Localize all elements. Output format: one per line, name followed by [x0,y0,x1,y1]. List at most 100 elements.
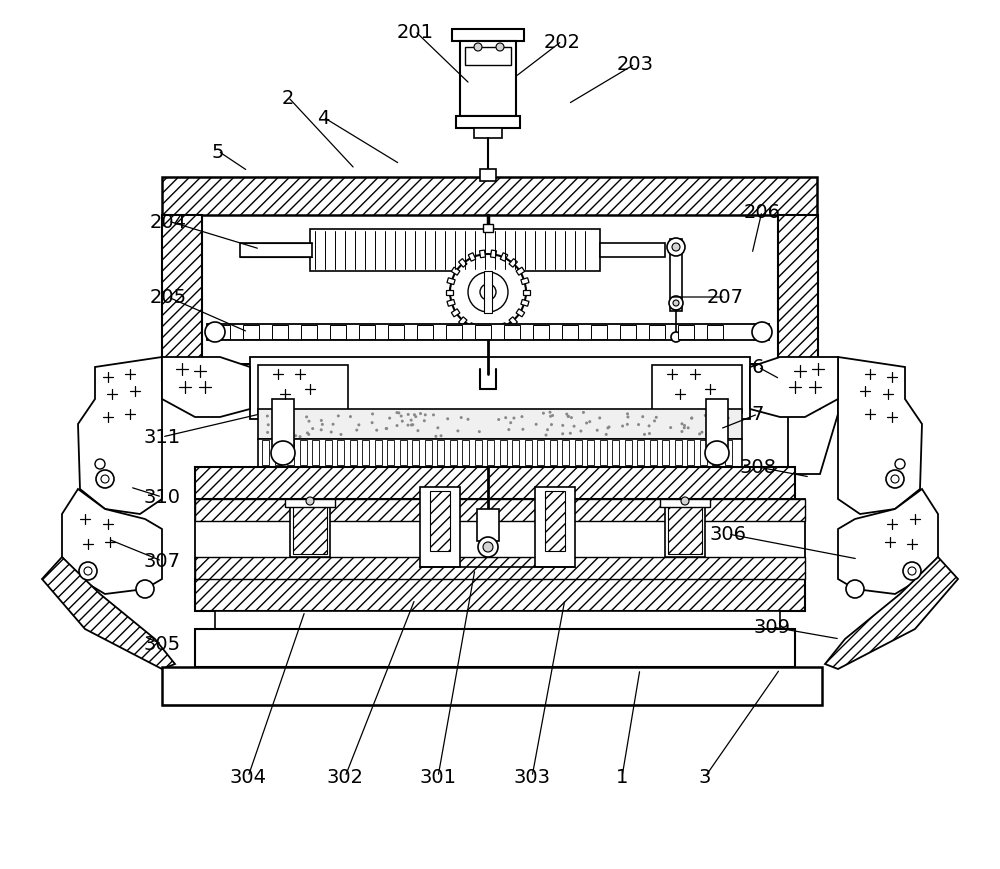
Bar [724,441,732,466]
Circle shape [96,470,114,488]
Circle shape [667,239,685,256]
Circle shape [683,424,686,428]
Circle shape [307,434,310,436]
Bar [706,400,728,448]
Bar [700,441,706,466]
Text: 202: 202 [544,32,580,51]
Circle shape [432,414,435,417]
Bar [388,326,404,340]
Circle shape [598,417,601,420]
Bar [600,441,606,466]
Bar [430,492,450,551]
Bar [480,169,496,182]
Polygon shape [451,268,460,275]
Circle shape [467,418,470,421]
Circle shape [423,420,426,422]
Bar [420,488,460,567]
Bar [162,216,202,381]
Text: 302: 302 [327,767,364,786]
Bar [446,326,462,340]
Text: 306: 306 [710,525,746,544]
Bar [375,441,382,466]
Bar [533,326,549,340]
Circle shape [306,497,314,506]
Circle shape [410,424,413,427]
Circle shape [101,475,109,483]
Circle shape [401,421,404,423]
Circle shape [395,412,398,415]
Text: 204: 204 [150,212,187,231]
Text: 205: 205 [149,289,187,307]
Circle shape [478,537,498,557]
Circle shape [672,243,680,252]
Bar [477,509,499,541]
Bar [400,441,407,466]
Circle shape [406,424,409,428]
Circle shape [671,333,681,342]
Polygon shape [468,254,476,262]
Polygon shape [491,327,496,335]
Polygon shape [42,557,175,669]
Circle shape [512,417,515,420]
Circle shape [507,428,510,432]
Circle shape [717,431,720,434]
Circle shape [504,416,507,420]
Polygon shape [480,251,485,258]
Bar [243,326,259,340]
Polygon shape [516,309,525,317]
Circle shape [371,413,374,416]
Circle shape [266,415,269,418]
Polygon shape [523,290,530,295]
Bar [535,488,575,567]
Circle shape [653,420,656,423]
Bar [456,116,520,129]
Text: 2: 2 [282,89,294,108]
Circle shape [79,562,97,580]
Circle shape [411,424,414,427]
Circle shape [637,423,640,427]
Bar [637,441,644,466]
Circle shape [291,433,294,435]
Circle shape [283,426,286,428]
Bar [687,441,694,466]
Polygon shape [500,254,508,262]
Bar [250,357,750,420]
Circle shape [275,414,278,417]
Polygon shape [459,317,467,326]
Circle shape [705,434,708,436]
Bar [437,441,444,466]
Circle shape [271,441,295,466]
Circle shape [305,416,308,419]
Circle shape [388,417,391,420]
Circle shape [596,429,599,432]
Polygon shape [750,357,838,417]
Bar [202,216,778,381]
Circle shape [570,416,573,420]
Text: 206: 206 [744,202,780,222]
Bar [359,326,375,340]
Circle shape [546,428,549,432]
Text: 207: 207 [706,289,744,307]
Bar [512,441,519,466]
Circle shape [903,562,921,580]
Circle shape [320,428,323,432]
Polygon shape [509,259,517,268]
Polygon shape [62,489,162,594]
Circle shape [496,44,504,52]
Bar [362,441,369,466]
Circle shape [436,427,439,430]
Bar [587,441,594,466]
Circle shape [474,44,482,52]
Bar [310,229,600,272]
Polygon shape [480,327,485,335]
Polygon shape [162,365,838,474]
Bar [537,441,544,466]
Bar [707,326,723,340]
Circle shape [497,419,500,421]
Circle shape [891,475,899,483]
Circle shape [588,421,591,424]
Bar [624,441,632,466]
Bar [450,441,457,466]
Circle shape [280,434,283,437]
Circle shape [626,416,629,419]
